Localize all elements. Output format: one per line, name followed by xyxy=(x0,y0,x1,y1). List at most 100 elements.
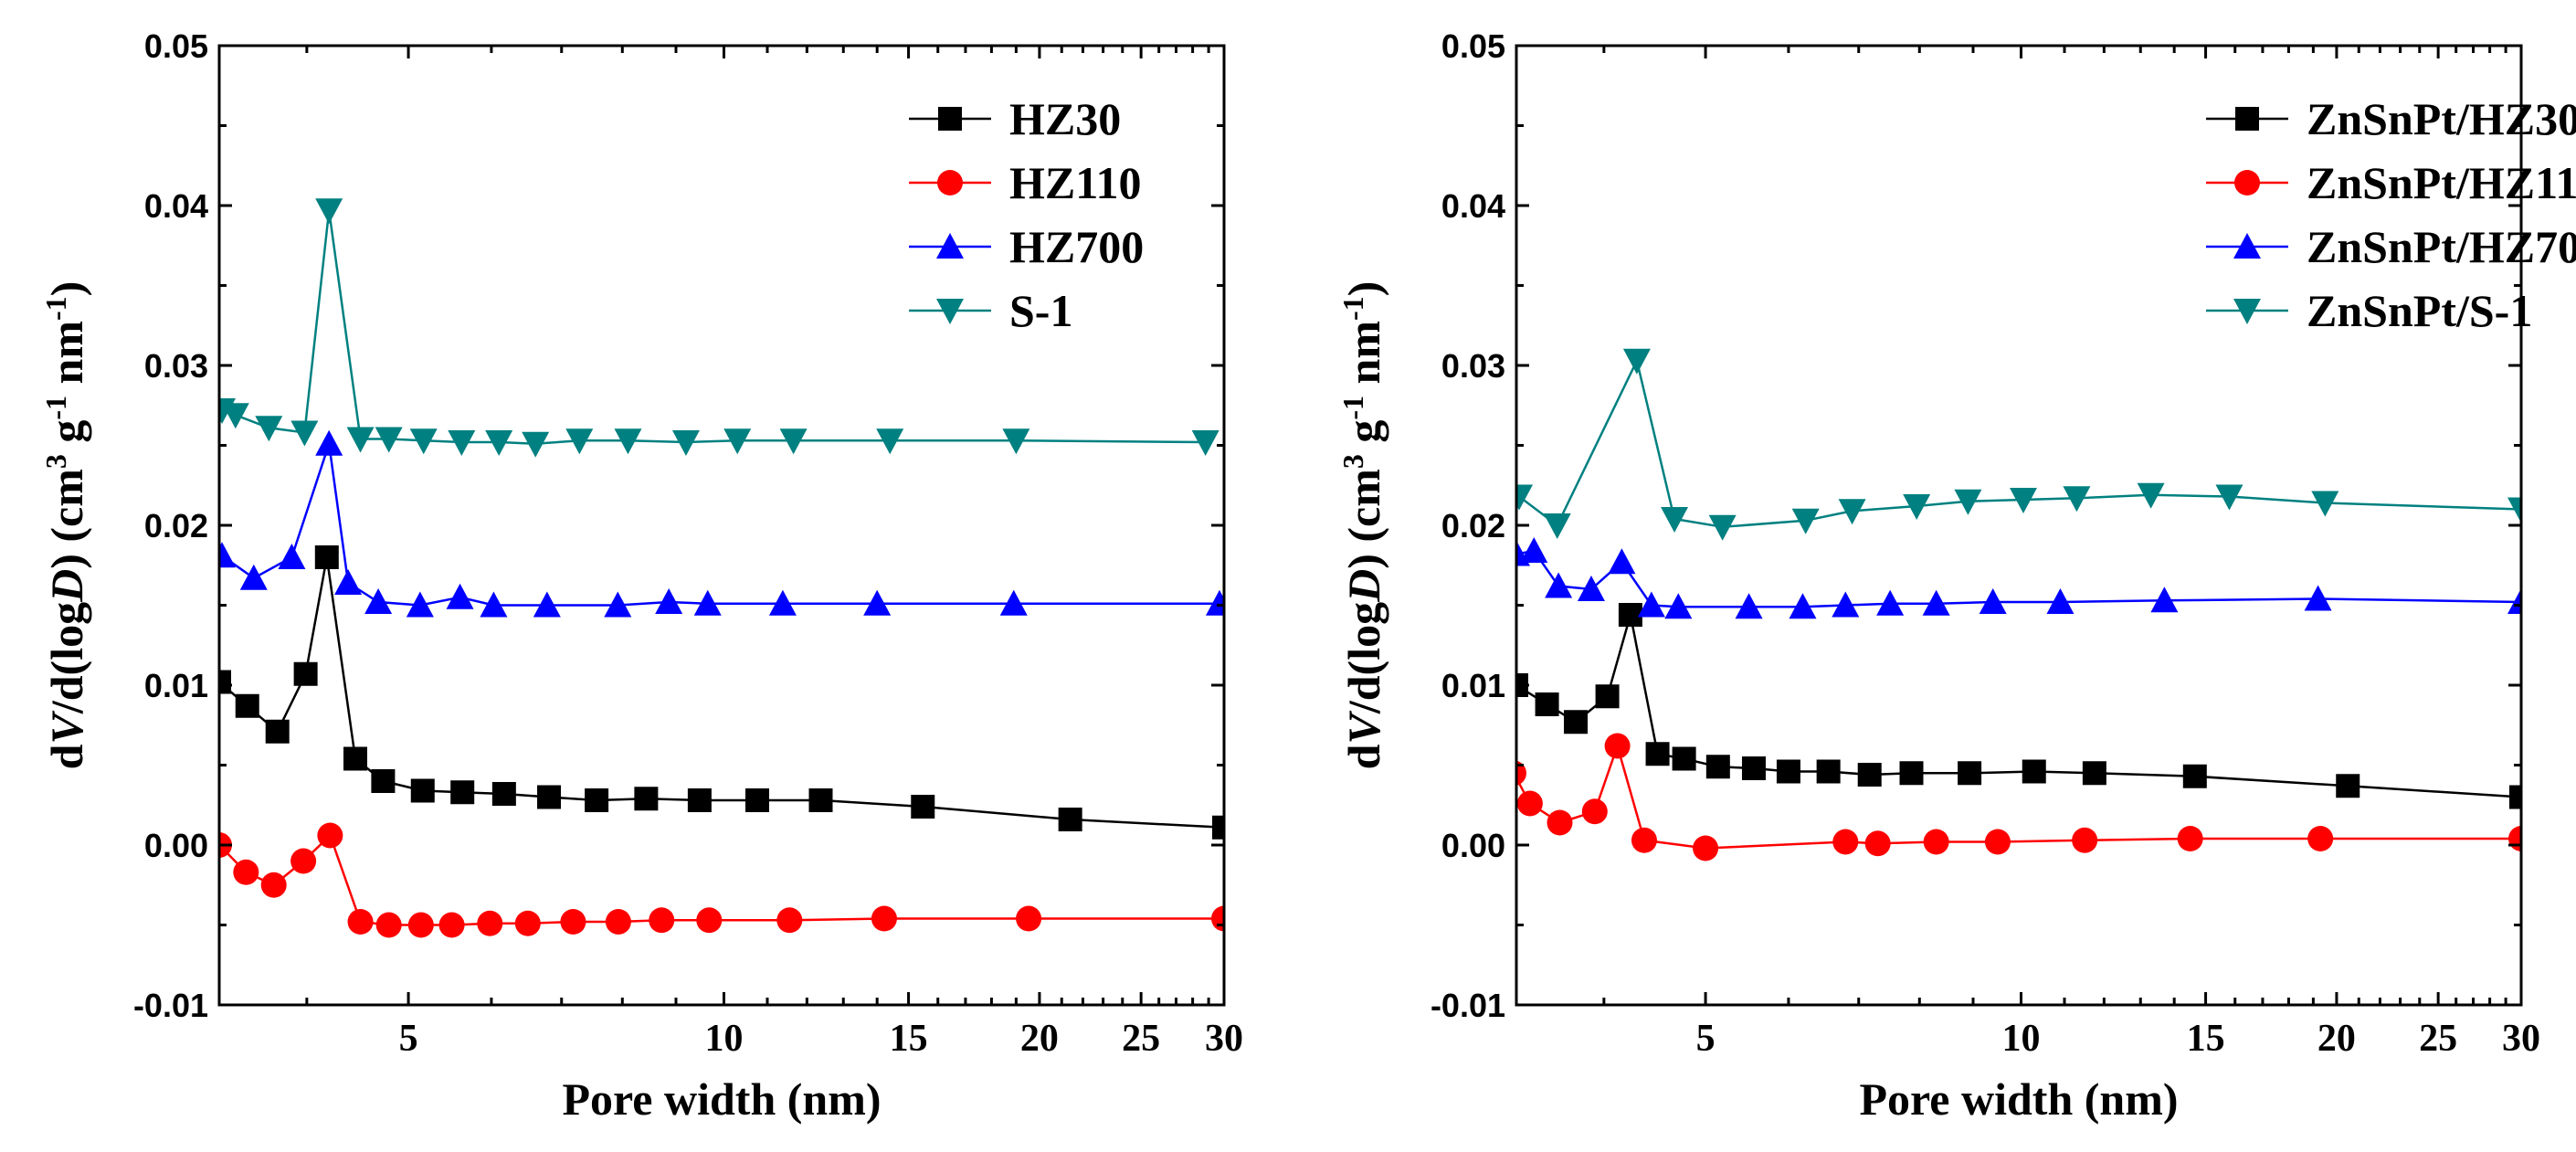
data-point xyxy=(1832,829,1859,855)
data-point xyxy=(2009,488,2037,513)
data-point xyxy=(1516,790,1543,817)
data-point xyxy=(2082,761,2106,786)
y-axis-title-part: D xyxy=(41,569,92,603)
data-point xyxy=(863,589,892,616)
data-point xyxy=(450,780,475,805)
y-axis-title-part: g xyxy=(1338,420,1389,455)
data-point xyxy=(604,591,632,618)
data-point xyxy=(1543,513,1571,539)
data-point xyxy=(1581,798,1608,825)
data-point xyxy=(1516,760,1526,786)
legend-item-2: HZ110 xyxy=(909,157,1141,208)
data-point xyxy=(233,859,259,885)
data-point xyxy=(1832,591,1860,618)
data-point xyxy=(290,420,319,447)
data-point xyxy=(334,569,363,595)
data-point xyxy=(410,778,435,803)
legend-item-4: ZnSnPt/S-1 xyxy=(2206,285,2532,336)
data-point xyxy=(634,787,659,811)
data-point xyxy=(2063,486,2091,513)
data-point xyxy=(2509,785,2521,809)
data-point xyxy=(293,661,318,686)
legend-item-1: HZ30 xyxy=(909,93,1121,144)
x-tick-label: 20 xyxy=(2317,1018,2356,1060)
data-point xyxy=(2046,588,2075,614)
x-tick-label: 30 xyxy=(2502,1018,2540,1060)
data-point xyxy=(219,670,231,694)
data-point xyxy=(364,588,393,614)
data-point xyxy=(671,430,700,456)
data-point xyxy=(2507,497,2521,523)
legend-item-3: HZ700 xyxy=(909,221,1144,272)
y-axis-title-part: -1 xyxy=(39,396,72,420)
data-point xyxy=(2177,826,2203,851)
data-point xyxy=(375,912,402,938)
data-point xyxy=(1645,742,1670,766)
y-axis-title-part: -1 xyxy=(39,296,72,321)
y-axis-title-part: g xyxy=(41,420,92,455)
data-point xyxy=(1212,815,1224,840)
series-line xyxy=(1516,614,2521,798)
data-point xyxy=(514,910,541,936)
data-point xyxy=(1864,830,1891,857)
data-point xyxy=(1205,589,1224,616)
x-tick-label: 15 xyxy=(2187,1018,2225,1060)
series-s-1 xyxy=(219,198,1219,458)
data-point xyxy=(485,430,513,456)
data-point xyxy=(876,428,904,455)
data-point xyxy=(649,907,675,934)
data-point xyxy=(1922,589,1950,616)
data-point xyxy=(808,788,833,812)
legend-marker xyxy=(938,107,962,131)
data-point xyxy=(448,430,476,456)
legend-label: HZ110 xyxy=(1009,157,1141,208)
data-point xyxy=(347,909,374,935)
data-point xyxy=(871,905,897,932)
data-point xyxy=(614,428,642,455)
data-point xyxy=(1604,733,1631,759)
data-point xyxy=(565,428,594,455)
legend-label: ZnSnPt/HZ110 xyxy=(2307,157,2576,208)
data-point xyxy=(343,746,367,771)
data-point xyxy=(239,564,268,590)
data-point xyxy=(1705,755,1730,779)
data-point xyxy=(2137,482,2165,509)
data-point xyxy=(1608,548,1636,575)
y-axis-title-part: 3 xyxy=(1336,454,1369,469)
data-point xyxy=(1984,829,2011,855)
data-point xyxy=(1547,809,1573,836)
data-point xyxy=(1016,905,1042,932)
y-axis-title-part: nm xyxy=(41,321,92,396)
data-point xyxy=(533,591,561,618)
y-axis-title-part: V xyxy=(1338,711,1389,745)
legend-label: ZnSnPt/HZ30 xyxy=(2307,93,2576,144)
legend-label: HZ30 xyxy=(1009,93,1121,144)
y-axis-title-part: ) xyxy=(41,281,92,297)
x-tick-label: 25 xyxy=(2419,1018,2457,1060)
y-axis-title-part: 3 xyxy=(39,454,72,469)
legend-marker xyxy=(936,233,964,259)
y-tick-label: 0.05 xyxy=(1441,27,1505,65)
series-znsnpt-s-1 xyxy=(1516,348,2521,541)
data-point xyxy=(221,403,249,429)
data-point xyxy=(2507,588,2521,614)
data-point xyxy=(2182,764,2207,788)
series-znsnpt-hz700 xyxy=(1516,537,2521,619)
x-tick-label: 15 xyxy=(890,1018,928,1060)
y-tick-label: 0.01 xyxy=(1441,667,1505,704)
data-point xyxy=(438,912,465,938)
data-point xyxy=(2311,491,2339,517)
data-point xyxy=(314,545,339,569)
data-point xyxy=(723,428,752,455)
legend-item-1: ZnSnPt/HZ30 xyxy=(2206,93,2576,144)
y-axis-title: dV/d(logD) (cm3 g-1 nm-1) xyxy=(1336,281,1389,770)
chart-panel-2: -0.01 0.00 0.01 0.02 0.03 0.04 0.05 5 10 15 20 25 30… xyxy=(1336,27,2576,1125)
data-point xyxy=(1637,591,1665,618)
legend-marker xyxy=(2233,233,2261,259)
y-axis-title-part: nm xyxy=(1338,321,1389,396)
y-tick-label: 0.02 xyxy=(1441,507,1505,544)
series-znsnpt-hz110 xyxy=(1516,733,2521,861)
data-point xyxy=(1789,593,1817,619)
data-point xyxy=(1876,589,1905,616)
